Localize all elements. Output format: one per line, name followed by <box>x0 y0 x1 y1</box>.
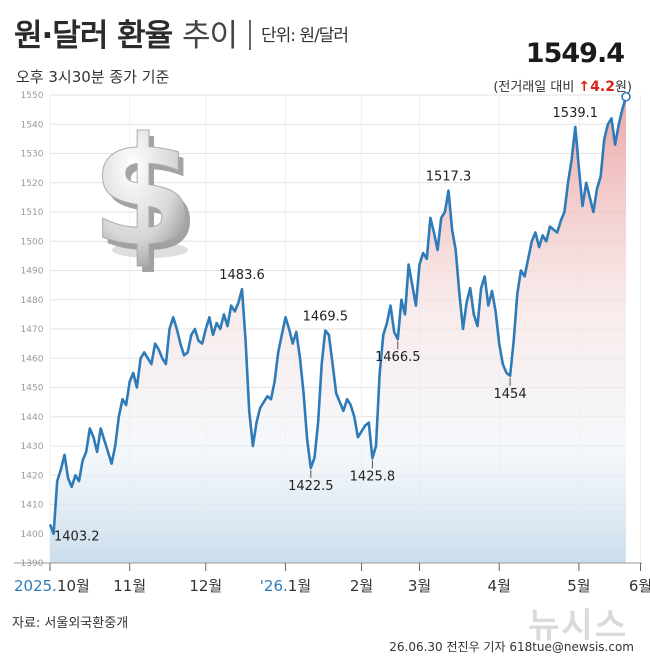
data-labels: 1403.2 1483.6 1422.5 1469.5 1425.8 1466.5 1517… <box>54 106 598 545</box>
y-tick-label: 1460 <box>21 354 44 364</box>
data-label: 1539.1 <box>553 106 599 121</box>
y-tick-label: 1430 <box>21 442 44 452</box>
y-tick-label: 1470 <box>21 325 44 335</box>
data-label: 1483.6 <box>219 268 265 283</box>
annotation-leaders <box>310 341 511 478</box>
unit-label: 단위: 원/달러 <box>261 26 349 46</box>
last-point-marker <box>621 91 631 102</box>
title-divider <box>249 20 252 50</box>
y-tick-label: 1520 <box>21 179 44 189</box>
y-tick-label: 1500 <box>21 237 44 247</box>
x-tick-label: 3월 <box>408 577 431 595</box>
y-tick-label: 1490 <box>21 267 44 277</box>
data-label: 1469.5 <box>303 309 349 324</box>
subtitle: 오후 3시30분 종가 기준 <box>16 68 170 86</box>
x-tick-label: 2025.10월 <box>14 577 90 595</box>
data-label: 1466.5 <box>375 350 421 365</box>
change-suffix: 원) <box>614 80 632 95</box>
x-tick-year: '26. <box>260 577 288 595</box>
data-label: 1425.8 <box>350 469 396 484</box>
y-tick-label: 1530 <box>21 150 44 160</box>
y-tick-label: 1400 <box>21 530 44 540</box>
x-tick-label: 6월 <box>629 577 650 595</box>
data-label: 1403.2 <box>54 529 100 544</box>
title-main: 원·달러 환율 <box>14 18 173 54</box>
latest-value: 1549.4 <box>525 38 625 69</box>
y-tick-label: 1440 <box>21 413 44 423</box>
data-label: 1422.5 <box>288 479 334 494</box>
y-tick-label: 1420 <box>21 471 44 481</box>
series-line <box>48 96 628 536</box>
y-tick-label: 1390 <box>21 559 44 569</box>
change-note: (전거래일 대비 ↑4.2원) <box>493 76 632 95</box>
x-tick-month: 10월 <box>57 577 90 595</box>
area-fill <box>50 96 626 564</box>
x-tick-label: 5월 <box>567 577 590 595</box>
y-tick-label: 1550 <box>21 91 44 101</box>
y-tick-label: 1510 <box>21 208 44 218</box>
y-axis: 1390 1400 1410 1420 1430 1440 1450 1460 1470 1480… <box>21 91 44 569</box>
change-up-value: ↑4.2 <box>578 79 615 95</box>
x-tick-year: 2025. <box>14 577 57 595</box>
data-label: 1517.3 <box>426 170 472 185</box>
data-label: 1454 <box>494 387 527 402</box>
y-tick-label: 1450 <box>21 384 44 394</box>
title-sub: 추이 <box>181 18 238 54</box>
y-tick-label: 1480 <box>21 296 44 306</box>
svg-text:$: $ <box>96 112 200 286</box>
x-tick-label: 2월 <box>350 577 373 595</box>
y-tick-label: 1410 <box>21 501 44 511</box>
watermark: 뉴시스 <box>528 606 628 646</box>
x-tick-month: 1월 <box>288 577 311 595</box>
dollar-sign-icon: $ $ <box>90 106 200 287</box>
x-tick-label: 4월 <box>488 577 511 595</box>
x-tick-label: 12월 <box>189 577 222 595</box>
source-label: 자료: 서울외국환중개 <box>12 616 129 631</box>
change-prefix: (전거래일 대비 <box>493 80 579 95</box>
x-tick-label: 11월 <box>113 577 146 595</box>
credit-label: 26.06.30 전진우 기자 618tue@newsis.com <box>389 640 634 654</box>
x-tick-label: '26.1월 <box>260 577 311 595</box>
y-tick-label: 1540 <box>21 120 44 130</box>
page-title: 원·달러 환율 추이 단위: 원/달러 <box>14 10 349 55</box>
svg-text:$: $ <box>91 106 195 280</box>
